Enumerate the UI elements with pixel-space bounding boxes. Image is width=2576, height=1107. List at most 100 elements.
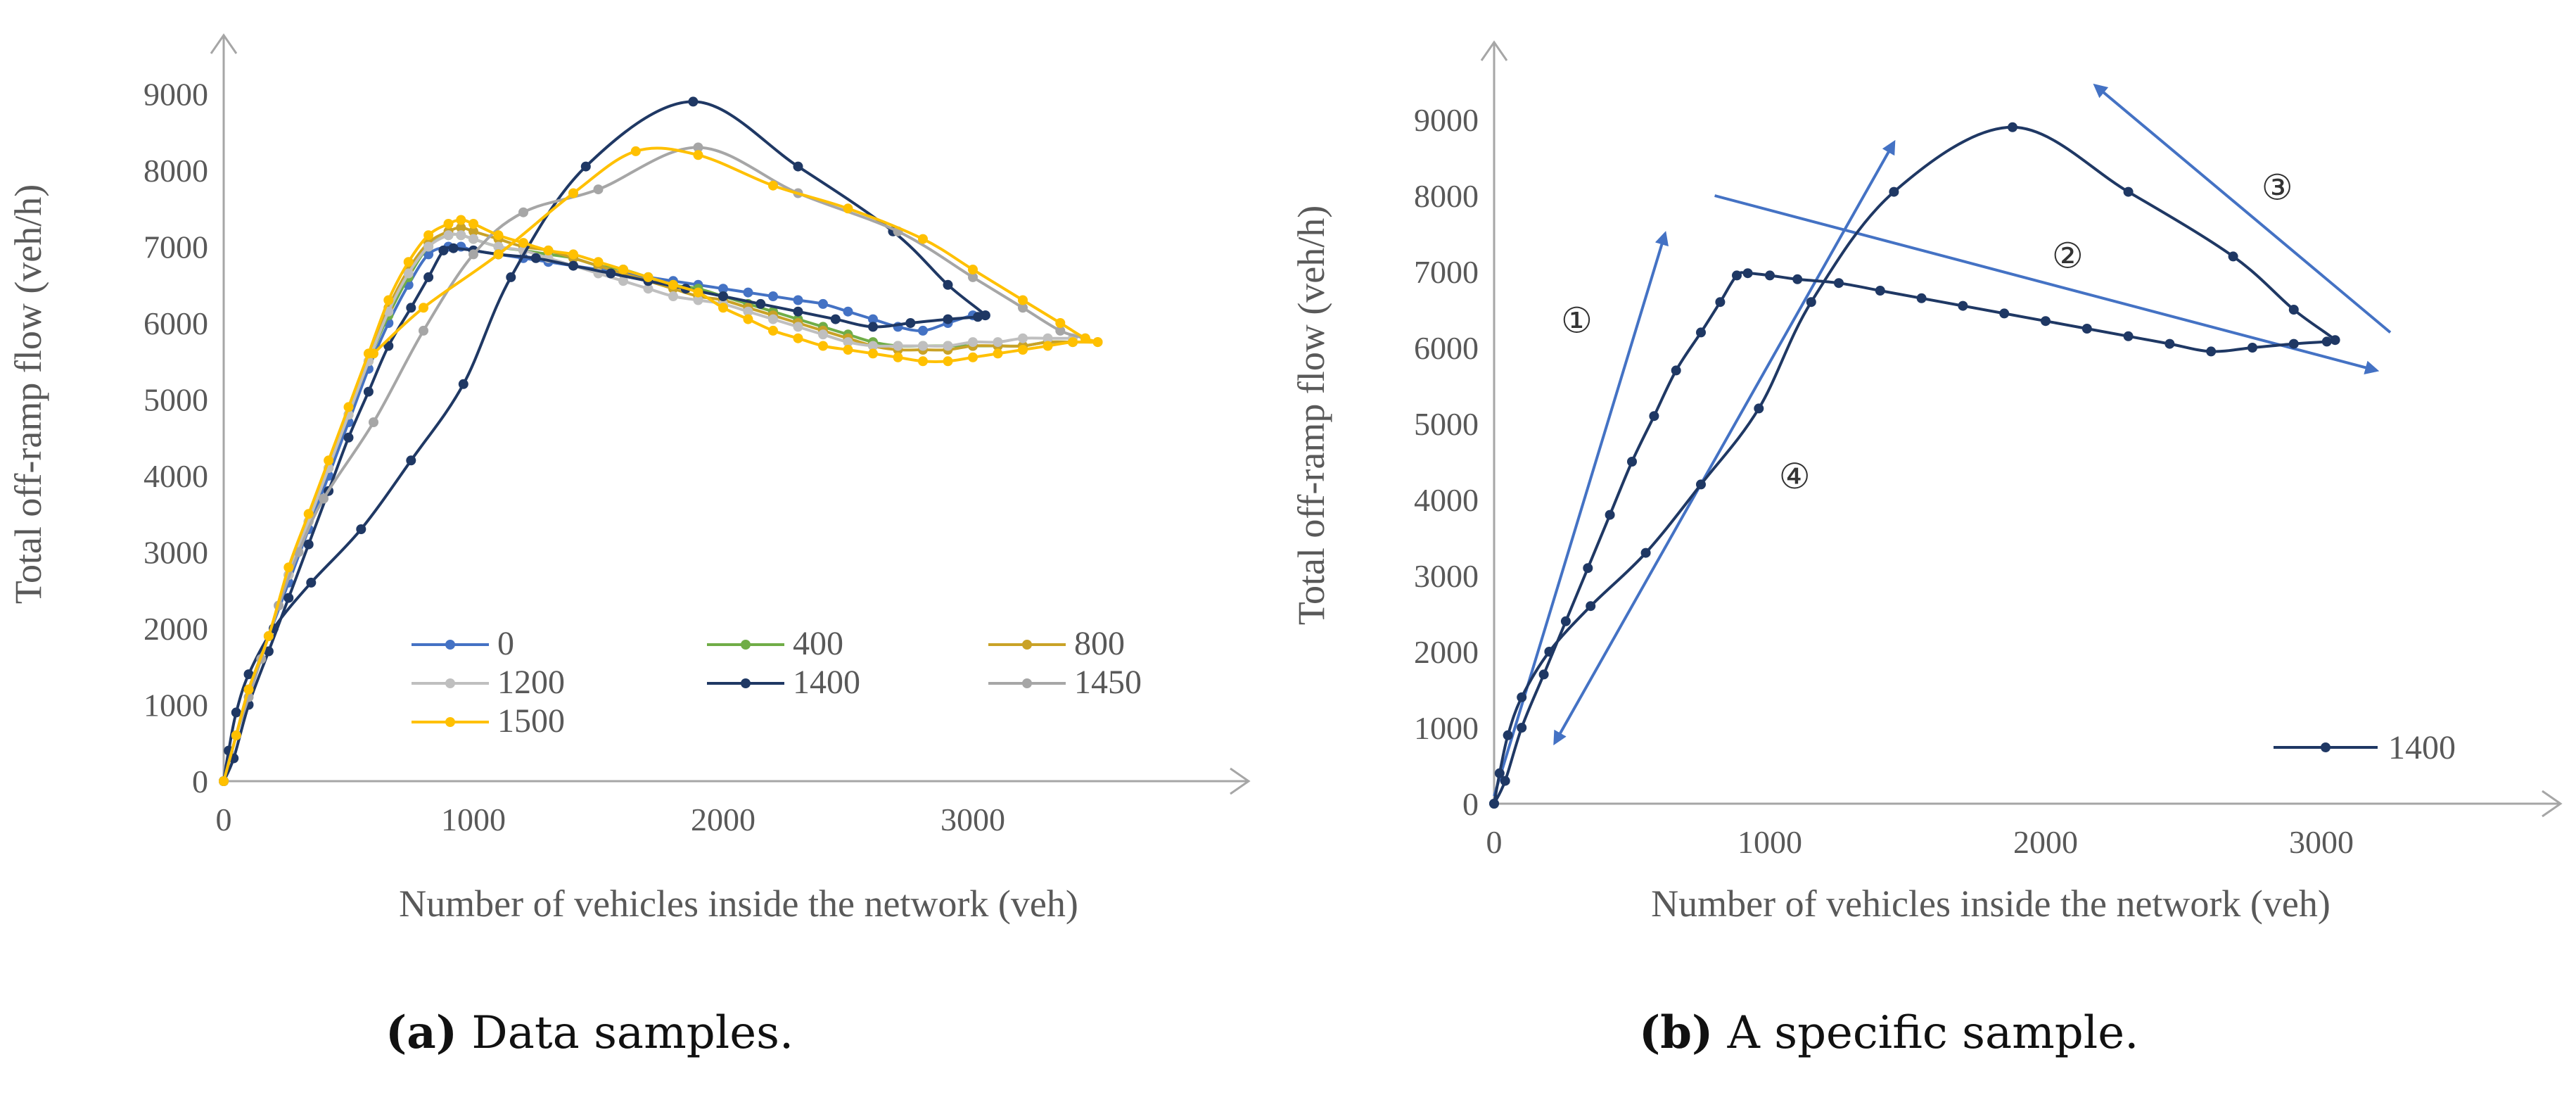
- data-point: [2123, 186, 2134, 197]
- series-400: [219, 230, 1078, 786]
- data-point: [2041, 316, 2051, 327]
- chart-b-annotation-arrows: [1493, 83, 2392, 797]
- data-point: [693, 287, 703, 298]
- data-point: [1916, 293, 1927, 303]
- data-point: [1754, 403, 1764, 414]
- chart-b-axes: [1480, 40, 2563, 818]
- data-point: [1875, 286, 1885, 296]
- y-tick-label: 7000: [1414, 254, 1479, 290]
- data-point: [2081, 324, 2092, 334]
- data-point: [1999, 308, 2010, 319]
- data-point: [283, 593, 294, 603]
- data-point: [1055, 318, 1066, 328]
- data-point: [383, 341, 394, 351]
- data-point: [968, 352, 978, 362]
- data-point: [1018, 333, 1028, 343]
- data-point: [643, 284, 653, 294]
- data-point: [893, 352, 903, 362]
- data-point: [943, 341, 953, 351]
- legend-swatch-marker: [1022, 640, 1032, 650]
- data-point: [456, 230, 466, 241]
- data-point: [243, 684, 254, 695]
- chart-a-axes: [210, 33, 1251, 795]
- data-point: [1068, 337, 1078, 348]
- data-point: [1765, 270, 1775, 281]
- data-point: [1500, 776, 1510, 786]
- data-point: [403, 268, 414, 279]
- data-point: [768, 325, 778, 336]
- y-tick-label: 4000: [144, 458, 208, 494]
- legend-label: 1200: [497, 664, 565, 701]
- data-point: [980, 310, 990, 321]
- legend-item: 1400: [707, 664, 860, 701]
- series-line: [1493, 125, 2339, 804]
- data-point: [243, 669, 254, 680]
- data-point: [1696, 327, 1706, 338]
- data-point: [743, 287, 753, 298]
- x-tick-label: 2000: [2013, 824, 2078, 860]
- y-tick-label: 1000: [144, 688, 208, 723]
- data-point: [423, 230, 434, 241]
- data-point: [403, 257, 414, 267]
- data-point: [518, 207, 528, 217]
- data-point: [1042, 333, 1053, 343]
- data-point: [1583, 563, 1593, 574]
- x-tick-label: 0: [216, 802, 232, 837]
- y-tick-label: 9000: [144, 77, 208, 113]
- legend-swatch-marker: [445, 678, 455, 688]
- chart-a-y-axis-label: Total off-ramp flow (veh/h): [7, 184, 49, 605]
- data-point: [643, 272, 653, 282]
- series-1400: [1489, 122, 2340, 809]
- data-point: [506, 272, 516, 282]
- data-point: [2206, 346, 2217, 357]
- y-tick-label: 6000: [144, 305, 208, 341]
- data-point: [1544, 647, 1555, 657]
- data-point: [743, 314, 753, 324]
- data-point: [755, 298, 766, 309]
- data-point: [2247, 343, 2257, 353]
- data-point: [2321, 336, 2332, 347]
- annotation-label: ①: [1561, 300, 1593, 341]
- data-point: [568, 188, 578, 198]
- legend-label: 400: [793, 625, 843, 662]
- data-point: [768, 291, 778, 301]
- legend-item: 1400: [2274, 729, 2456, 766]
- data-point: [568, 249, 578, 260]
- data-point: [768, 314, 778, 324]
- data-point: [693, 142, 703, 153]
- data-point: [1627, 457, 1637, 467]
- data-point: [493, 230, 504, 241]
- data-point: [630, 146, 641, 156]
- data-point: [868, 322, 878, 332]
- chart-b-tick-labels: 0 1000 2000 3000 4000 5000 6000 7000 8000 9000 0 10…: [1414, 102, 2354, 860]
- series-line: [222, 100, 989, 782]
- caption-a-text: Data samples.: [471, 1007, 794, 1059]
- legend-swatch-marker: [741, 640, 751, 650]
- data-point: [1640, 548, 1651, 558]
- data-point: [303, 509, 314, 519]
- data-point: [793, 333, 803, 343]
- y-tick-label: 3000: [1414, 558, 1479, 594]
- y-tick-label: 6000: [1414, 330, 1479, 366]
- data-point: [1055, 325, 1066, 336]
- data-point: [580, 161, 591, 172]
- data-point: [1605, 510, 1615, 520]
- data-point: [2288, 305, 2299, 315]
- data-point: [1586, 601, 1596, 612]
- data-point: [369, 417, 378, 427]
- data-point: [918, 341, 928, 351]
- data-point: [718, 291, 728, 301]
- y-tick-label: 3000: [144, 535, 208, 571]
- data-point: [868, 314, 878, 324]
- data-point: [593, 257, 604, 267]
- data-point: [1732, 270, 1742, 281]
- data-point: [2123, 331, 2134, 341]
- data-point: [718, 284, 728, 294]
- data-point: [443, 230, 454, 241]
- legend-swatch-marker: [445, 640, 455, 650]
- data-point: [818, 329, 828, 340]
- x-axis-arrowhead: [2542, 790, 2563, 818]
- data-point: [693, 295, 703, 305]
